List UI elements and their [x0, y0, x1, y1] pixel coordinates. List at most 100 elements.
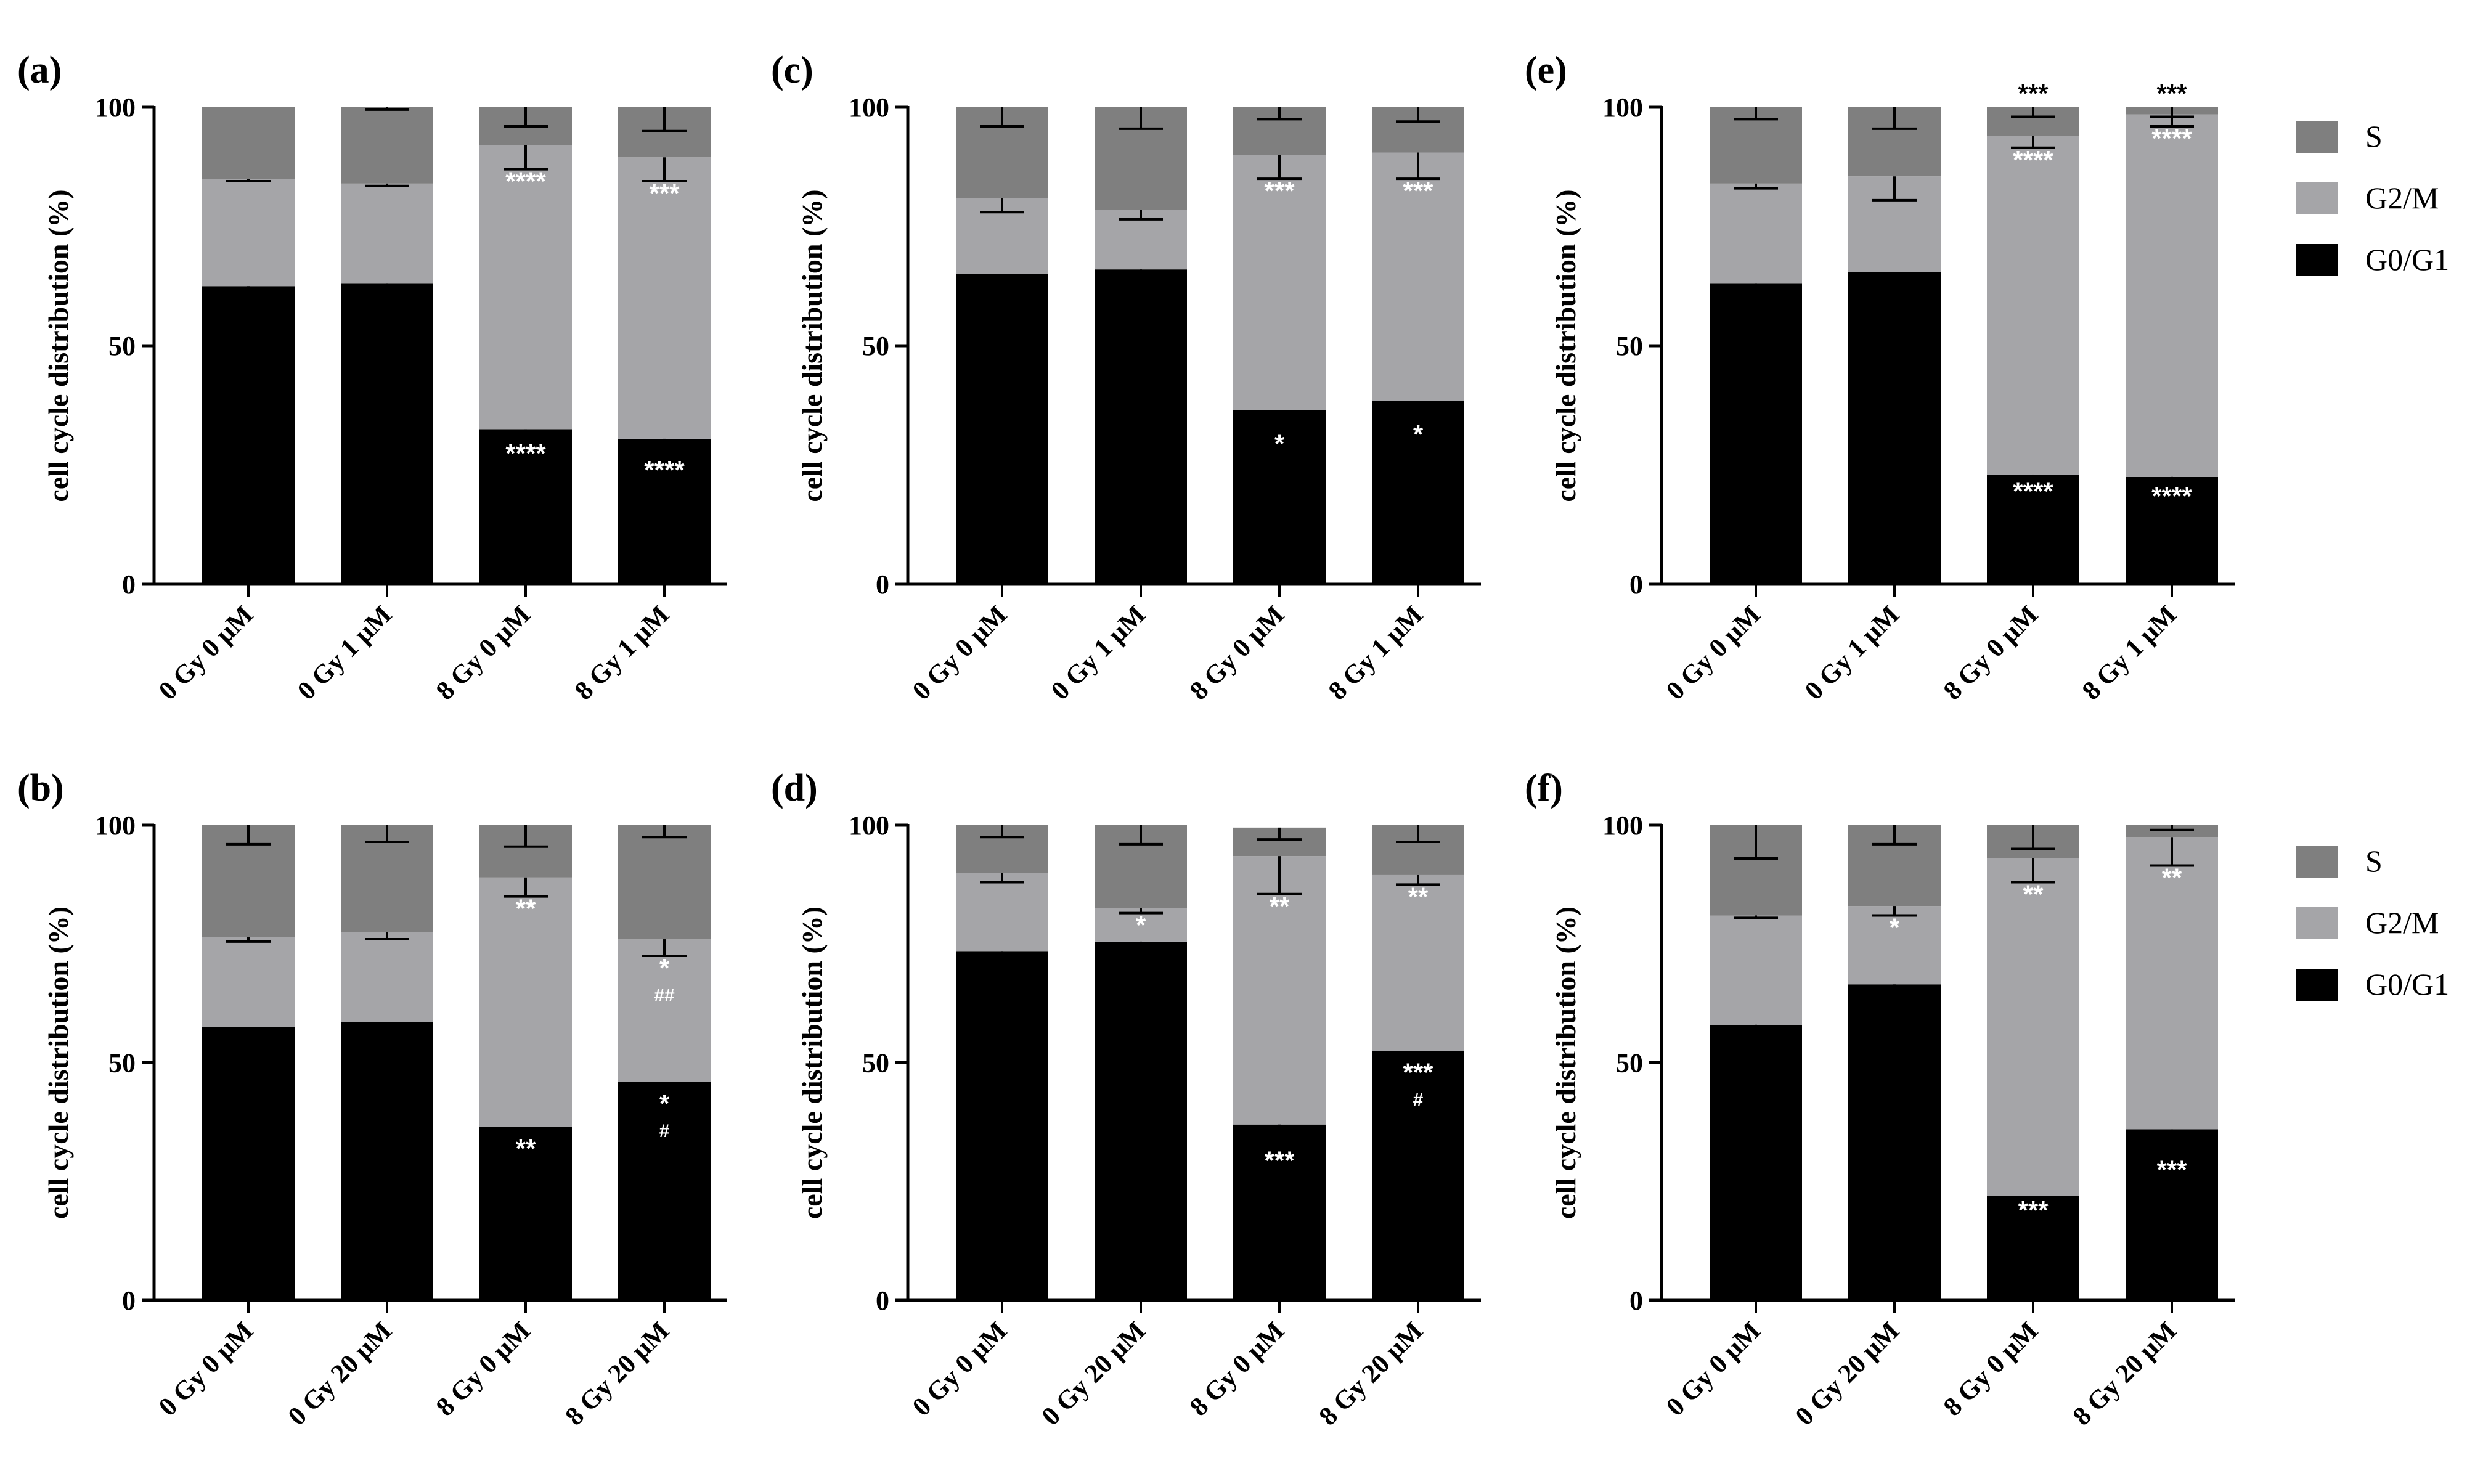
error-bar-g0g1-1: [1734, 283, 1778, 297]
panel-label: (a): [17, 49, 62, 91]
bar-g0g1-3: [479, 429, 572, 584]
bar-g2m-3: [1987, 858, 2079, 1196]
panel-label: (f): [1525, 767, 1563, 809]
error-bar-g2m-1: [1734, 915, 1778, 919]
y-tick-label: 50: [108, 1048, 136, 1078]
y-tick-label: 0: [122, 1286, 136, 1316]
error-bar-g2m-4: [1396, 152, 1440, 181]
significance-marker: ****: [2151, 124, 2192, 153]
x-tick-label: 0 Gy 0 μM: [1661, 600, 1766, 706]
bar-g0g1-1: [956, 951, 1048, 1300]
error-bar-s-4: [642, 107, 687, 132]
error-bar-s-3: [504, 825, 548, 848]
bar-g0g1-3: [1987, 1196, 2079, 1300]
error-bar-g0g1-2: [1872, 984, 1917, 1003]
error-bar-g0g1-4: [642, 1082, 687, 1093]
bar-s-2: [341, 107, 433, 184]
y-tick-label: 0: [876, 569, 889, 600]
panel-label: (b): [17, 767, 64, 809]
x-tick-label: 8 Gy 20 μM: [560, 1316, 675, 1431]
x-tick-label: 8 Gy 0 μM: [431, 1316, 536, 1422]
bar-g0g1-3: [1233, 1124, 1326, 1300]
bar-g2m-1: [1710, 183, 1802, 284]
error-bar-g0g1-3: [504, 1127, 548, 1138]
y-tick-label: 100: [95, 92, 136, 123]
y-tick-label: 50: [1616, 1048, 1643, 1078]
error-bar-s-1: [980, 825, 1024, 839]
significance-marker: ***: [1403, 176, 1433, 205]
error-bar-g2m-2: [1119, 908, 1163, 915]
bar-g0g1-2: [1095, 941, 1187, 1300]
y-tick-label: 50: [862, 1048, 889, 1078]
x-tick-label: 0 Gy 0 μM: [1661, 1316, 1766, 1422]
bar-g2m-3: [479, 877, 572, 1127]
error-bar-s-2: [1119, 107, 1163, 130]
x-tick-label: 8 Gy 0 μM: [1938, 600, 2044, 706]
legend-swatch-g0g1: [2296, 244, 2338, 276]
bar-g2m-4: [2126, 837, 2218, 1130]
error-bar-s-4: [2150, 825, 2194, 831]
bar-g0g1-2: [1848, 984, 1941, 1300]
bar-g0g1-4: [1372, 1051, 1464, 1300]
y-tick-label: 0: [1629, 1286, 1643, 1316]
chart-panel-f: (f)cell cycle distribution (%)0 Gy 0 μM 0…: [1525, 767, 2235, 1431]
x-tick-label: 0 Gy 0 μM: [907, 600, 1013, 706]
x-tick-label: 8 Gy 0 μM: [1184, 600, 1290, 706]
significance-marker: ****: [2013, 145, 2053, 174]
chart-panel-a: (a) cell cycle distribution (%) 0 Gy 0 μM 0…: [17, 49, 727, 706]
error-bar-g0g1-1: [1734, 1024, 1778, 1055]
bar-g0g1-4: [1372, 401, 1464, 584]
legend-swatch-s: [2296, 846, 2338, 878]
legend-2: S G2/M G0/G1: [2296, 844, 2449, 1001]
error-bar-g2m-1: [226, 179, 271, 182]
bar-g0g1-1: [1710, 283, 1802, 584]
x-tick-label: 0 Gy 20 μM: [283, 1316, 398, 1431]
x-tick-label: 8 Gy 20 μM: [1314, 1316, 1429, 1431]
bar-g0g1-3: [1233, 410, 1326, 584]
error-bar-g2m-3: [2011, 858, 2055, 884]
significance-marker: ****: [2013, 477, 2053, 506]
error-bar-s-1: [1734, 107, 1778, 121]
panel-label: (e): [1525, 49, 1567, 91]
error-bar-s-1: [980, 107, 1024, 128]
legend-swatch-g0g1: [2296, 969, 2338, 1001]
significance-marker: ***: [1403, 1058, 1433, 1087]
bar-g2m-2: [341, 183, 433, 284]
x-tick-label: 0 Gy 0 μM: [153, 600, 259, 706]
error-bar-g0g1-2: [1872, 272, 1917, 292]
error-bar-s-2: [365, 825, 409, 843]
error-bar-s-2: [1872, 107, 1917, 130]
error-bar-g0g1-4: [642, 438, 687, 459]
significance-marker: ***: [2156, 1156, 2187, 1184]
error-bar-g2m-3: [2011, 136, 2055, 149]
error-bar-g2m-3: [504, 145, 548, 171]
significance-marker: **: [2023, 880, 2044, 909]
bar-g2m-3: [479, 145, 572, 430]
significance-marker: **: [516, 894, 536, 923]
error-bar-g0g1-2: [1119, 269, 1163, 300]
bar-g0g1-3: [479, 1127, 572, 1300]
bar-g2m-3: [1233, 155, 1326, 410]
legend-label-g0g1: G0/G1: [2365, 967, 2449, 1001]
significance-marker: ***: [2018, 79, 2049, 108]
bar-s-4: [618, 825, 711, 940]
significance-marker: #: [659, 1121, 670, 1141]
error-bar-s-2: [365, 107, 409, 111]
x-tick-label: 0 Gy 20 μM: [1037, 1316, 1151, 1431]
significance-marker: *: [659, 1089, 670, 1118]
legend-swatch-s: [2296, 121, 2338, 153]
bar-g0g1-4: [2126, 476, 2218, 584]
y-tick-label: 50: [862, 331, 889, 361]
significance-marker: ****: [2151, 481, 2192, 510]
significance-marker: **: [2162, 863, 2182, 892]
y-tick-label: 100: [849, 810, 889, 841]
error-bar-g2m-4: [1396, 874, 1440, 886]
error-bar-g0g1-3: [1257, 1124, 1302, 1150]
legend-swatch-g2m: [2296, 907, 2338, 939]
error-bar-g0g1-4: [2150, 1129, 2194, 1159]
error-bar-g0g1-3: [504, 429, 548, 442]
bar-g0g1-4: [618, 438, 711, 584]
error-bar-s-3: [1257, 107, 1302, 121]
error-bar-g2m-3: [1257, 856, 1302, 895]
